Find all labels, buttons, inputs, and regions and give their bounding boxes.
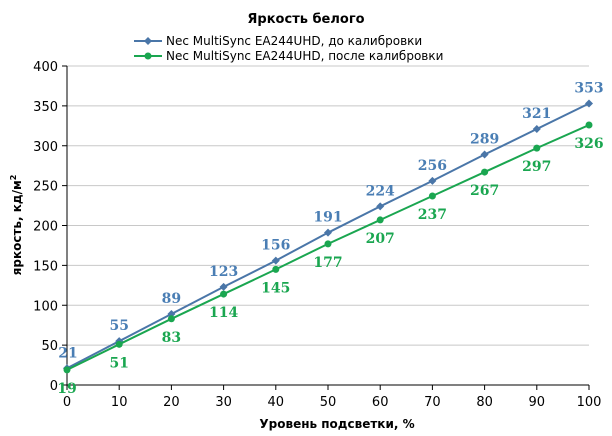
data-label: 83	[162, 330, 181, 346]
y-axis-label-main: яркость, кд/м	[10, 180, 24, 275]
data-label: 114	[209, 305, 238, 321]
y-tick-label: 0	[50, 379, 58, 394]
data-label: 289	[470, 132, 499, 148]
legend-entry-1: Nec MultiSync EA244UHD, до калибровки	[166, 34, 422, 48]
y-tick-label: 250	[33, 180, 58, 195]
x-tick-label: 60	[372, 395, 389, 410]
series-1-point	[480, 150, 489, 159]
series-2-point	[272, 265, 280, 273]
series-1-point	[428, 176, 437, 185]
x-tick-label: 70	[424, 395, 441, 410]
series-2-point	[220, 290, 228, 298]
x-tick-label: 30	[215, 395, 232, 410]
series-line-2	[66, 124, 590, 371]
data-label: 207	[366, 231, 395, 247]
data-label: 123	[209, 264, 238, 280]
data-label: 156	[261, 238, 290, 254]
chart-title: Яркость белого	[247, 12, 364, 27]
data-label: 191	[313, 210, 342, 226]
x-tick-label: 20	[163, 395, 180, 410]
legend-marker-diamond	[144, 37, 152, 45]
y-tick-label: 400	[33, 60, 58, 75]
series-1-point	[324, 228, 332, 237]
x-tick-label: 100	[577, 395, 602, 410]
y-tick-label: 50	[41, 339, 58, 354]
series-2-point	[167, 315, 175, 323]
series-1-point	[376, 202, 385, 211]
x-tick-label: 80	[476, 395, 493, 410]
data-label: 297	[522, 159, 551, 175]
legend-entry-2: Nec MultiSync EA244UHD, после калибровки	[166, 49, 443, 63]
series-2-point	[481, 168, 489, 176]
x-tick-label: 0	[63, 395, 71, 410]
legend: Nec MultiSync EA244UHD, до калибровкиNec…	[134, 34, 443, 63]
x-tick-label: 40	[268, 395, 285, 410]
y-tick-labels: 0 50 100 150 200 250 300 350 400	[33, 60, 58, 394]
axes	[62, 65, 590, 390]
x-tick-labels: 0 10 20 30 40 50 60 70 80 90 100	[63, 395, 602, 410]
series-1-point	[271, 256, 280, 265]
series-group	[63, 99, 593, 374]
series-2-point	[115, 340, 123, 348]
series-2-point	[63, 366, 71, 374]
series-2-point	[585, 121, 593, 129]
series-2-point	[376, 216, 384, 224]
data-label: 326	[574, 136, 603, 152]
x-axis-label: Уровень подсветки, %	[259, 417, 414, 431]
data-label: 19	[57, 381, 76, 397]
data-label: 89	[162, 291, 181, 307]
data-label: 256	[418, 158, 447, 174]
y-axis-label: яркость, кд/м2	[9, 175, 24, 276]
data-labels: 21 55 89 123 156 191 224 256 289 321 353 19 51 83 114 1…	[57, 80, 603, 396]
data-label: 177	[313, 255, 342, 271]
y-axis-label-sup: 2	[9, 175, 18, 181]
data-label: 353	[574, 80, 603, 96]
series-1-point	[585, 99, 593, 108]
data-label: 321	[522, 106, 551, 122]
data-label: 237	[418, 207, 447, 223]
data-label: 224	[366, 183, 395, 199]
series-2-point	[428, 192, 436, 200]
y-tick-label: 150	[33, 259, 58, 274]
data-label: 51	[109, 355, 128, 371]
x-tick-label: 50	[320, 395, 337, 410]
x-tick-label: 10	[111, 395, 128, 410]
y-tick-label: 100	[33, 299, 58, 314]
y-tick-label: 300	[33, 140, 58, 155]
y-tick-label: 200	[33, 220, 58, 235]
grid	[67, 65, 589, 346]
legend-marker-circle	[144, 52, 152, 60]
data-label: 21	[58, 345, 77, 361]
x-tick-label: 90	[529, 395, 546, 410]
series-2-point	[324, 240, 332, 248]
data-label: 267	[470, 183, 499, 199]
series-1-point	[532, 125, 541, 134]
y-tick-label: 350	[33, 100, 58, 115]
series-1-point	[219, 282, 228, 291]
data-label: 145	[261, 280, 290, 296]
data-label: 55	[109, 318, 128, 334]
series-2-point	[533, 144, 541, 152]
